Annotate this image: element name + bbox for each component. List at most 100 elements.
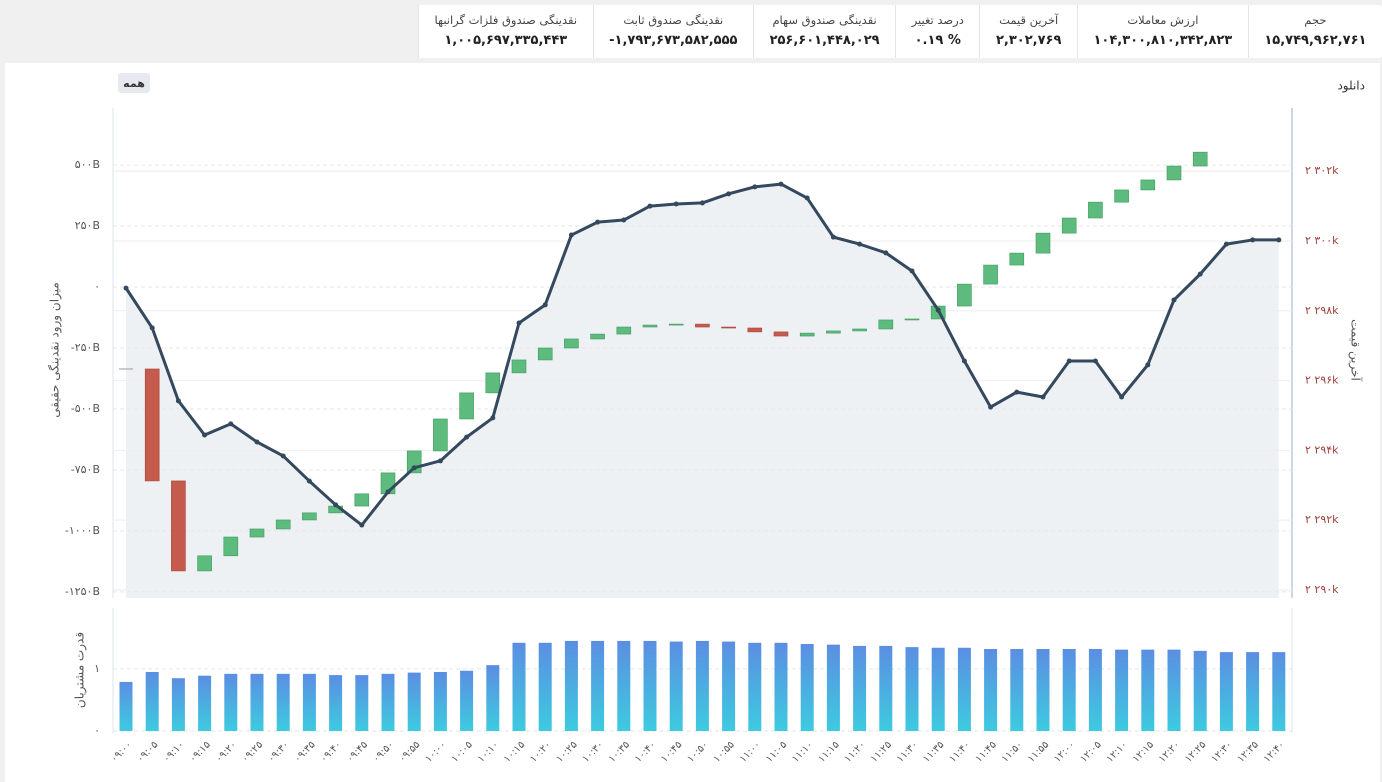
bar bbox=[1193, 650, 1207, 731]
x-tick-label: ۱۱:۱۰ bbox=[790, 739, 815, 764]
waterfall-bar bbox=[511, 359, 527, 374]
line-marker bbox=[647, 203, 653, 209]
line-marker bbox=[830, 234, 836, 240]
line-marker bbox=[673, 201, 679, 207]
bar bbox=[329, 675, 343, 731]
waterfall-bar bbox=[1114, 189, 1129, 203]
stat-value: ۰.۱۹ % bbox=[914, 33, 961, 48]
y-tick-label: -۷۵۰B bbox=[71, 463, 100, 476]
x-tick-label: ۱۰:۱۰ bbox=[476, 739, 501, 764]
waterfall-bar bbox=[590, 333, 605, 340]
bar bbox=[931, 647, 945, 731]
bar bbox=[460, 670, 474, 731]
line-marker bbox=[359, 522, 365, 528]
x-tick-label: ۱۲:۱۰ bbox=[1104, 739, 1129, 764]
waterfall-bar bbox=[957, 283, 972, 307]
bar bbox=[1010, 649, 1024, 731]
waterfall-bar bbox=[1088, 201, 1103, 219]
waterfall-bar bbox=[616, 326, 632, 335]
bar bbox=[171, 678, 185, 731]
waterfall-bar bbox=[171, 480, 186, 572]
x-tick-label: ۰۹:۰۰ bbox=[109, 739, 134, 764]
line-marker bbox=[306, 478, 312, 484]
x-tick-label: ۱۱:۳۵ bbox=[921, 739, 946, 764]
line-marker bbox=[437, 458, 443, 464]
x-tick-label: ۱۰:۱۵ bbox=[502, 739, 527, 764]
line-marker bbox=[385, 489, 391, 495]
waterfall-bar bbox=[852, 328, 867, 332]
y2-tick-label: ۲ ۳۰۰k bbox=[1305, 234, 1339, 247]
line-marker bbox=[490, 415, 496, 421]
stat-cell: نقدینگی صندوق ثابت -۱,۷۹۳,۶۷۳,۵۸۲,۵۵۵ bbox=[592, 5, 753, 58]
chart-panel: همه دانلود میزان ورود نقدینگی حقیقی آخری… bbox=[5, 63, 1380, 782]
waterfall-bar bbox=[433, 418, 448, 452]
x-tick-label: ۱۲:۳۵ bbox=[1235, 739, 1260, 764]
x-tick-label: ۰۹:۵۵ bbox=[397, 739, 422, 764]
x-tick-label: ۱۰:۲۰ bbox=[528, 739, 553, 764]
stat-cell: حجم ۱۵,۷۴۹,۹۶۲,۷۶۱ bbox=[1247, 5, 1382, 58]
line-marker bbox=[542, 302, 548, 308]
stat-cell: درصد تغییر ۰.۱۹ % bbox=[895, 5, 979, 58]
bar bbox=[276, 673, 290, 731]
stat-cell: ارزش معاملات ۱۰۴,۳۰۰,۸۱۰,۳۴۲,۸۲۳ bbox=[1076, 5, 1248, 58]
area bbox=[126, 184, 1279, 598]
line-marker bbox=[411, 465, 417, 471]
bar bbox=[302, 673, 316, 731]
y-tick-label: -۱۰۰۰B bbox=[65, 524, 100, 537]
waterfall-bar bbox=[1192, 151, 1208, 167]
waterfall-bar bbox=[747, 327, 763, 333]
waterfall-bar bbox=[302, 512, 317, 521]
bar bbox=[1246, 652, 1260, 731]
y-tick-label: ۰ bbox=[94, 280, 100, 293]
line-marker bbox=[961, 358, 967, 364]
bar bbox=[433, 671, 447, 731]
line-marker bbox=[516, 320, 522, 326]
waterfall-bar bbox=[459, 392, 474, 420]
line-marker bbox=[804, 195, 810, 201]
range-button-label[interactable]: همه bbox=[123, 77, 145, 90]
line-marker bbox=[726, 191, 732, 197]
bar bbox=[224, 673, 238, 731]
x-tick-label: ۱۱:۴۰ bbox=[947, 739, 972, 764]
bar bbox=[1115, 649, 1129, 731]
bar bbox=[984, 649, 998, 731]
stat-label: آخرین قیمت bbox=[999, 13, 1059, 27]
bar bbox=[1167, 649, 1181, 731]
y2-tick-label: ۲ ۲۹۸k bbox=[1305, 304, 1339, 317]
bar bbox=[722, 641, 736, 731]
bar bbox=[538, 642, 552, 731]
waterfall-bar bbox=[485, 372, 501, 394]
bar bbox=[853, 645, 867, 731]
waterfall-bar bbox=[1009, 252, 1025, 266]
download-link[interactable]: دانلود bbox=[1337, 79, 1365, 94]
waterfall-bar bbox=[537, 347, 553, 361]
line-marker bbox=[149, 325, 155, 331]
waterfall-bar bbox=[354, 493, 370, 507]
y-tick-label: ۲۵۰B bbox=[75, 219, 100, 232]
stat-value: ۱۰۴,۳۰۰,۸۱۰,۳۴۲,۸۲۳ bbox=[1093, 33, 1233, 48]
waterfall-bar bbox=[249, 528, 265, 538]
stat-cell: نقدینگی صندوق سهام ۲۵۶,۶۰۱,۴۴۸,۰۲۹ bbox=[753, 5, 895, 58]
chart: همه دانلود میزان ورود نقدینگی حقیقی آخری… bbox=[48, 73, 1365, 765]
x-tick-label: ۱۱:۵۰ bbox=[1000, 739, 1025, 764]
line-marker bbox=[988, 404, 994, 410]
range-button[interactable] bbox=[118, 73, 150, 93]
line-marker bbox=[123, 285, 129, 291]
bar bbox=[407, 672, 421, 731]
waterfall-bar bbox=[773, 331, 789, 337]
stat-value: ۱۵,۷۴۹,۹۶۲,۷۶۱ bbox=[1264, 33, 1367, 48]
bar bbox=[879, 645, 893, 731]
bar bbox=[826, 644, 840, 731]
line-marker bbox=[254, 439, 260, 445]
waterfall-bar bbox=[223, 536, 239, 557]
waterfall-bar bbox=[642, 324, 658, 328]
line-marker bbox=[464, 434, 470, 440]
x-tick-label: ۰۹:۴۰ bbox=[318, 739, 343, 764]
bar bbox=[669, 641, 683, 731]
line-marker bbox=[1040, 394, 1046, 400]
y-tick-label: ۱ bbox=[94, 662, 100, 675]
bar bbox=[1036, 649, 1050, 731]
bar bbox=[250, 673, 264, 731]
stat-label: نقدینگی صندوق فلزات گرانبها bbox=[434, 13, 578, 27]
